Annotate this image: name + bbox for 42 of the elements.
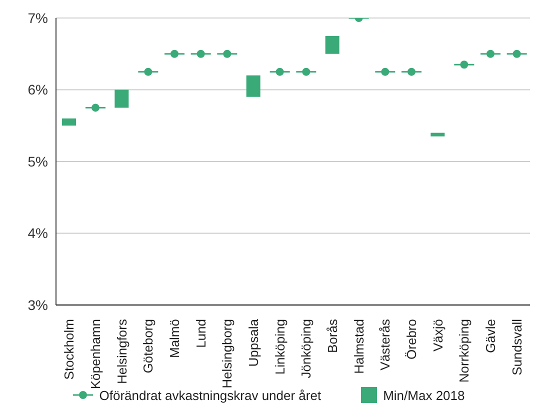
x-tick-label: Göteborg bbox=[140, 319, 156, 374]
point bbox=[408, 68, 416, 76]
y-tick-label: 6% bbox=[28, 82, 48, 98]
y-tick-label: 4% bbox=[28, 225, 48, 242]
x-tick-label: Helsingborg bbox=[220, 319, 235, 388]
x-tick-label: Borås bbox=[325, 318, 340, 353]
x-tick-label: Helsingfors bbox=[114, 318, 130, 384]
x-tick-label: Växjö bbox=[430, 319, 446, 352]
legend-label: Min/Max 2018 bbox=[383, 388, 465, 402]
point bbox=[512, 50, 521, 58]
point bbox=[460, 60, 468, 69]
bar bbox=[246, 75, 260, 97]
point bbox=[223, 50, 232, 58]
x-tick-label: Malmö bbox=[167, 319, 182, 358]
x-tick-label: Sundsvall bbox=[509, 318, 524, 376]
point bbox=[144, 68, 152, 76]
y-tick-label: 5% bbox=[28, 153, 48, 170]
x-tick-label: Lund bbox=[193, 319, 208, 348]
legend-label: Oförändrat avkastningskrav under året bbox=[99, 388, 322, 402]
x-tick-label: Linköping bbox=[272, 319, 288, 375]
x-tick-label: Jönköping bbox=[298, 319, 314, 378]
point bbox=[486, 50, 494, 58]
x-tick-label: Halmstad bbox=[351, 319, 366, 374]
point bbox=[302, 68, 310, 76]
y-tick-label: 3% bbox=[28, 296, 48, 313]
point bbox=[381, 68, 390, 76]
x-tick-label: Köpenhamn bbox=[88, 319, 103, 390]
point bbox=[92, 104, 100, 112]
x-tick-label: Västerås bbox=[378, 318, 393, 370]
bar bbox=[430, 132, 445, 136]
y-tick-label: 7% bbox=[28, 10, 48, 26]
x-tick-label: Norrköping bbox=[456, 319, 472, 383]
x-tick-label: Örebro bbox=[404, 319, 419, 360]
point bbox=[170, 50, 178, 58]
bar bbox=[325, 36, 340, 54]
x-tick-label: Stockholm bbox=[62, 319, 77, 380]
x-tick-label: Uppsala bbox=[246, 318, 261, 367]
x-tick-label: Gävle bbox=[483, 319, 498, 353]
bar bbox=[114, 90, 129, 108]
bar bbox=[62, 118, 76, 126]
point bbox=[196, 50, 205, 58]
point bbox=[276, 68, 284, 76]
